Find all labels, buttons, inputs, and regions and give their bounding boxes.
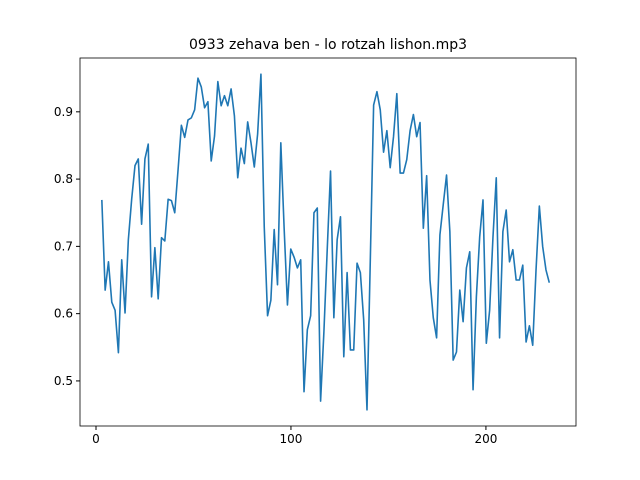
y-tick-label: 0.8 (54, 172, 73, 186)
y-tick-label: 0.6 (54, 307, 73, 321)
x-tick-label: 100 (280, 432, 303, 446)
chart-title: 0933 zehava ben - lo rotzah lishon.mp3 (189, 37, 467, 53)
plot-frame (79, 57, 577, 427)
y-tick-label: 0.7 (54, 239, 73, 253)
x-tick-label: 0 (92, 432, 100, 446)
data-line (101, 73, 551, 411)
x-tick-label: 200 (474, 432, 497, 446)
y-tick-label: 0.5 (54, 374, 73, 388)
y-tick-label: 0.9 (54, 105, 73, 119)
